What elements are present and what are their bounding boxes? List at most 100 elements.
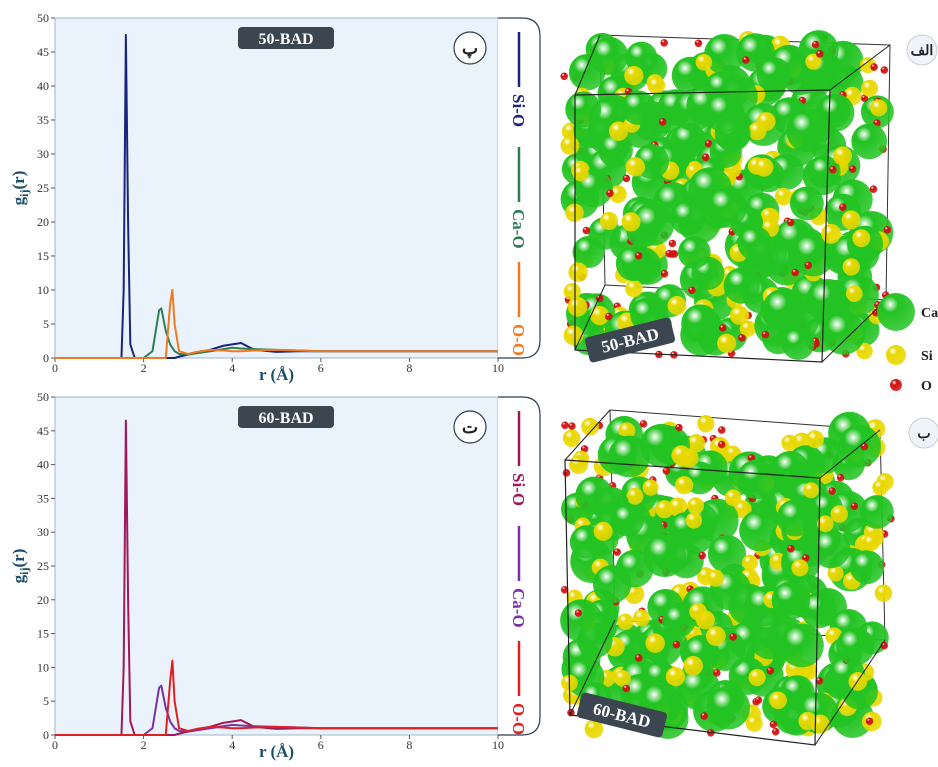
atom	[675, 476, 693, 494]
atom	[606, 189, 614, 197]
atom	[663, 467, 671, 475]
atom	[861, 80, 878, 97]
y-tick-label: 35	[37, 113, 49, 127]
atom	[803, 482, 819, 498]
atom	[671, 445, 691, 465]
y-tick-label: 30	[37, 147, 49, 161]
atom	[575, 477, 613, 515]
atom	[790, 186, 824, 220]
atom	[837, 474, 845, 482]
atom	[689, 603, 707, 621]
atom	[851, 502, 859, 510]
y-tick-label: 5	[43, 694, 49, 708]
snapshot-label: ب	[917, 427, 930, 442]
atom	[623, 175, 631, 183]
y-tick-label: 10	[37, 283, 49, 297]
atom	[787, 219, 795, 227]
atom	[718, 441, 726, 449]
atom	[683, 656, 703, 676]
y-tick-label: 25	[37, 559, 49, 573]
atom	[581, 418, 599, 436]
atom	[564, 326, 584, 346]
atom	[661, 270, 669, 278]
snapshot-label: الف	[911, 44, 934, 59]
atom	[560, 72, 568, 80]
atom-legend-label: Si	[921, 349, 933, 364]
atom	[755, 158, 774, 177]
x-tick-label: 0	[52, 738, 58, 752]
atom	[569, 54, 605, 90]
atom	[669, 240, 677, 248]
atom	[777, 499, 814, 536]
atom	[608, 436, 650, 478]
y-tick-label: 15	[37, 249, 49, 263]
atom	[688, 286, 696, 294]
atom	[860, 495, 894, 529]
atom	[625, 280, 643, 298]
atom	[767, 667, 775, 675]
chart-panel: 051015202530354045500246810r (Å)gij(r)60…	[9, 390, 540, 761]
atom	[621, 212, 640, 231]
atom	[594, 522, 613, 541]
atom	[678, 236, 711, 269]
y-axis-label: gij(r)	[9, 549, 31, 584]
atom	[806, 430, 824, 448]
panel-label: ت	[462, 418, 478, 437]
atom	[875, 585, 893, 603]
x-axis-label: r (Å)	[259, 365, 294, 384]
atom	[704, 93, 744, 133]
x-tick-label: 10	[492, 738, 504, 752]
atom	[569, 455, 588, 474]
y-tick-label: 0	[43, 728, 49, 742]
atom	[738, 334, 746, 342]
x-tick-label: 4	[229, 738, 235, 752]
atom-legend-label: Ca	[921, 306, 938, 321]
y-label-sub: ij	[17, 568, 31, 575]
plot-background	[55, 18, 498, 358]
atom	[568, 422, 576, 430]
legend-label: Si-O	[509, 94, 528, 127]
atom	[863, 534, 880, 551]
legend-label: O-O	[509, 324, 528, 356]
atom	[852, 229, 870, 247]
y-tick-label: 40	[37, 458, 49, 472]
atom	[583, 227, 591, 235]
atom	[609, 122, 628, 141]
atom	[600, 212, 618, 230]
atom	[702, 154, 710, 162]
atom	[673, 641, 681, 649]
atom	[681, 304, 719, 342]
y-label-sub: ij	[17, 190, 31, 197]
legend-label: Si-O	[509, 473, 528, 506]
atom	[742, 555, 758, 571]
atom	[645, 634, 664, 653]
atom	[816, 50, 824, 58]
atom	[842, 210, 861, 229]
chart-title: 50-BAD	[258, 31, 313, 48]
atom	[633, 609, 650, 626]
atom	[707, 686, 750, 729]
figure: 051015202530354045500246810r (Å)gij(r)50…	[0, 0, 938, 762]
legend-label: O-O	[509, 703, 528, 735]
atom	[616, 550, 654, 588]
y-tick-label: 25	[37, 181, 49, 195]
atom-snapshot: 60-BADب	[560, 410, 938, 745]
atom	[729, 633, 737, 641]
atom	[757, 112, 776, 131]
atom	[575, 609, 583, 617]
atom	[708, 535, 746, 573]
atom	[828, 487, 836, 495]
atom	[713, 669, 721, 677]
atom	[850, 550, 884, 584]
y-tick-label: 20	[37, 593, 49, 607]
atom	[843, 258, 860, 275]
atom	[811, 529, 850, 568]
atom	[817, 94, 855, 132]
x-tick-label: 6	[318, 361, 324, 375]
atom	[623, 685, 631, 693]
y-tick-label: 50	[37, 11, 49, 25]
atom	[717, 334, 736, 353]
atom	[616, 246, 651, 281]
plot-background	[55, 397, 498, 735]
